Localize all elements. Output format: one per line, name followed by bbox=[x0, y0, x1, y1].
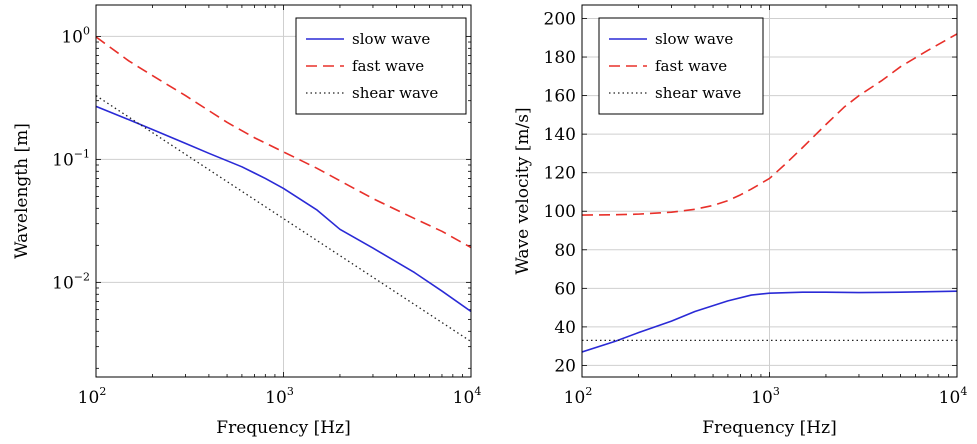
y-tick-label: 10−2 bbox=[52, 270, 90, 293]
x-axis-label: Frequency [Hz] bbox=[702, 418, 836, 438]
plot-frame bbox=[581, 4, 958, 378]
y-tick-label: 60 bbox=[554, 279, 576, 299]
x-tick-label: 102 bbox=[564, 385, 593, 408]
y-tick-label: 100 bbox=[61, 24, 90, 47]
x-axis-label: Frequency [Hz] bbox=[216, 418, 350, 438]
x-tick-label: 103 bbox=[751, 385, 780, 408]
y-tick-label: 20 bbox=[554, 356, 576, 376]
y-tick-label: 80 bbox=[554, 241, 576, 261]
y-tick-label: 200 bbox=[544, 9, 576, 29]
legend-entry: slow wave bbox=[352, 30, 430, 48]
y-tick-label: 100 bbox=[544, 202, 576, 222]
legend-entry: fast wave bbox=[352, 57, 424, 75]
x-tick-label: 104 bbox=[453, 385, 482, 408]
legend-box bbox=[598, 17, 764, 115]
plot-frame bbox=[95, 4, 472, 378]
y-axis-label: Wave velocity [m/s] bbox=[513, 107, 533, 274]
legend-entry: shear wave bbox=[352, 84, 438, 102]
series-line-fast-wave bbox=[96, 36, 471, 249]
legend-entry: shear wave bbox=[655, 84, 741, 102]
series-group bbox=[96, 36, 471, 343]
y-tick-label: 40 bbox=[554, 318, 576, 338]
legend-entry: slow wave bbox=[655, 30, 733, 48]
y-tick-label: 120 bbox=[544, 164, 576, 184]
chart-panel-2: 102 103 104 20 40 60 80 100 120 140 160 180 200 Frequ… bbox=[513, 4, 968, 438]
legend: slow wave fast wave shear wave bbox=[295, 17, 467, 115]
x-tick-label: 103 bbox=[265, 385, 294, 408]
x-tick-label: 102 bbox=[78, 385, 107, 408]
series-line-fast-wave bbox=[582, 33, 957, 216]
chart-panel-1: 102 103 104 10−2 10−1 100 Frequency [Hz] Wavele… bbox=[12, 4, 482, 438]
legend-entry: fast wave bbox=[655, 57, 727, 75]
x-tick-label: 104 bbox=[939, 385, 968, 408]
series-group bbox=[582, 33, 957, 353]
series-line-slow-wave bbox=[96, 105, 471, 313]
y-tick-label: 180 bbox=[544, 48, 576, 68]
y-tick-label: 10−1 bbox=[52, 147, 90, 170]
y-tick-label: 160 bbox=[544, 87, 576, 107]
series-line-shear-wave bbox=[96, 95, 471, 343]
y-tick-label: 140 bbox=[544, 125, 576, 145]
y-axis-label: Wavelength [m] bbox=[12, 123, 32, 259]
series-line-slow-wave bbox=[582, 290, 957, 353]
legend: slow wave fast wave shear wave bbox=[598, 17, 764, 115]
